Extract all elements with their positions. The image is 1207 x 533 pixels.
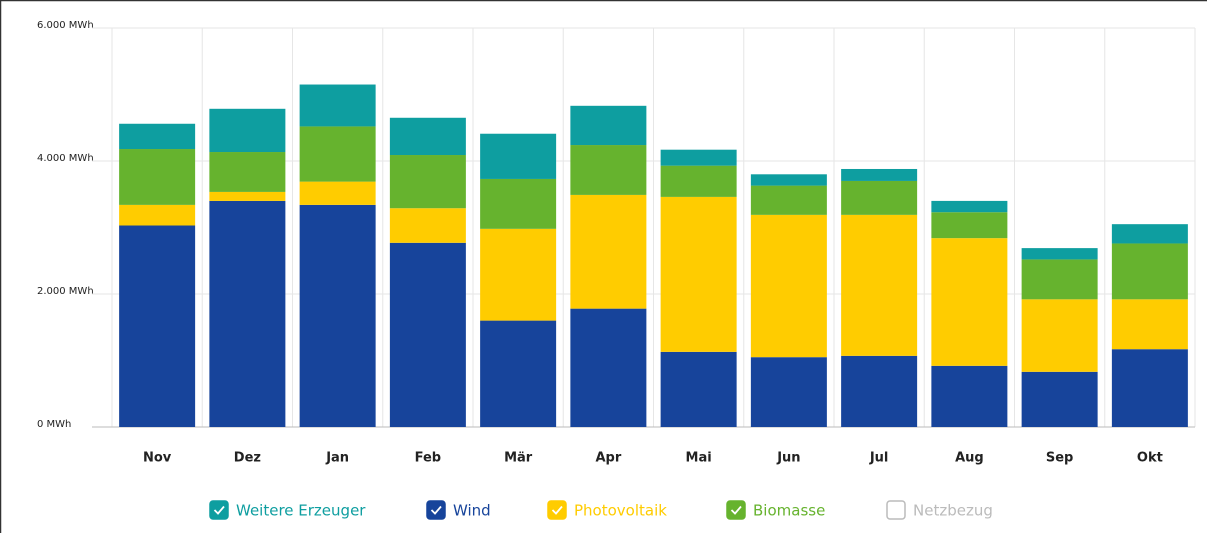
bar-segment <box>299 181 376 205</box>
x-tick-label: Jul <box>869 451 889 466</box>
bar-segment <box>750 357 827 427</box>
x-tick-label: Jan <box>325 451 349 466</box>
x-tick-label: Okt <box>1137 451 1163 466</box>
bar-segment <box>1111 299 1188 350</box>
bar-segment <box>1111 349 1188 427</box>
bar-segment <box>660 351 737 427</box>
x-tick-label: Aug <box>955 451 984 466</box>
bar-segment <box>1021 248 1098 260</box>
bar-segment <box>931 365 1008 427</box>
bar-segment <box>299 204 376 427</box>
y-tick-label: 4.000 MWh <box>37 153 94 164</box>
bar-segment <box>841 168 918 181</box>
bar-segment <box>931 212 1008 239</box>
legend-checkbox <box>726 500 746 520</box>
check-mark <box>551 505 563 515</box>
bar-segment <box>480 133 557 179</box>
bar-segment <box>480 228 557 321</box>
bar-segment <box>660 196 737 352</box>
bar-segment <box>480 178 557 229</box>
x-tick-label: Nov <box>143 451 172 466</box>
bar-segment <box>299 126 376 182</box>
bar-segment <box>209 191 286 201</box>
bar-segment <box>1021 259 1098 300</box>
bar-segment <box>119 204 196 226</box>
legend-checkbox <box>209 500 229 520</box>
legend-checkbox <box>426 500 446 520</box>
legend-label: Biomasse <box>753 502 825 520</box>
bar-segment <box>931 238 1008 366</box>
bar-segment <box>570 308 647 427</box>
bar-segment <box>1021 299 1098 372</box>
bar-segment <box>119 149 196 205</box>
legend-item[interactable]: Weitere Erzeuger <box>209 500 366 520</box>
x-tick-label: Mär <box>504 451 533 466</box>
bar-segment <box>389 242 466 427</box>
x-tick-label: Apr <box>595 451 621 466</box>
bar-segment <box>119 225 196 427</box>
legend-checkbox <box>886 500 906 520</box>
bar-segment <box>660 165 737 197</box>
legend-label: Netzbezug <box>913 502 993 520</box>
bar-segment <box>389 117 466 156</box>
bar-segment <box>209 200 286 427</box>
legend-item[interactable]: Photovoltaik <box>547 500 667 520</box>
bar-segment <box>389 155 466 209</box>
legend-label: Wind <box>453 502 491 520</box>
bar-segment <box>299 84 376 127</box>
check-mark <box>430 505 442 515</box>
y-tick-label: 0 MWh <box>37 419 71 430</box>
check-mark <box>213 505 225 515</box>
bar-segment <box>750 174 827 186</box>
x-tick-label: Feb <box>415 451 441 466</box>
x-tick-label: Jun <box>776 451 800 466</box>
bar-segment <box>750 214 827 358</box>
bar-segment <box>841 214 918 356</box>
bar-segment <box>1111 224 1188 244</box>
legend-label: Weitere Erzeuger <box>236 502 366 520</box>
legend-item[interactable]: Biomasse <box>726 500 825 520</box>
bar-segment <box>1111 243 1188 300</box>
y-tick-label: 2.000 MWh <box>37 286 94 297</box>
bar-segment <box>750 185 827 215</box>
legend-label: Photovoltaik <box>574 502 667 520</box>
bar-segment <box>119 123 196 150</box>
bar-segment <box>570 145 647 195</box>
legend-checkbox <box>547 500 567 520</box>
bar-segment <box>389 208 466 243</box>
legend-item[interactable]: Netzbezug <box>886 500 993 520</box>
bar-segment <box>480 320 557 427</box>
x-tick-label: Sep <box>1046 451 1074 466</box>
bar-segment <box>570 105 647 146</box>
y-tick-label: 6.000 MWh <box>37 20 94 31</box>
bar-segment <box>660 149 737 166</box>
bar-segment <box>570 194 647 309</box>
bar-segment <box>209 108 286 153</box>
check-mark <box>730 505 742 515</box>
x-tick-label: Mai <box>686 451 712 466</box>
bar-segment <box>209 152 286 192</box>
bar-segment <box>1021 371 1098 427</box>
bar-segment <box>841 180 918 215</box>
legend-item[interactable]: Wind <box>426 500 491 520</box>
x-tick-label: Dez <box>234 451 261 466</box>
bar-segment <box>931 200 1008 213</box>
bar-segment <box>841 355 918 427</box>
